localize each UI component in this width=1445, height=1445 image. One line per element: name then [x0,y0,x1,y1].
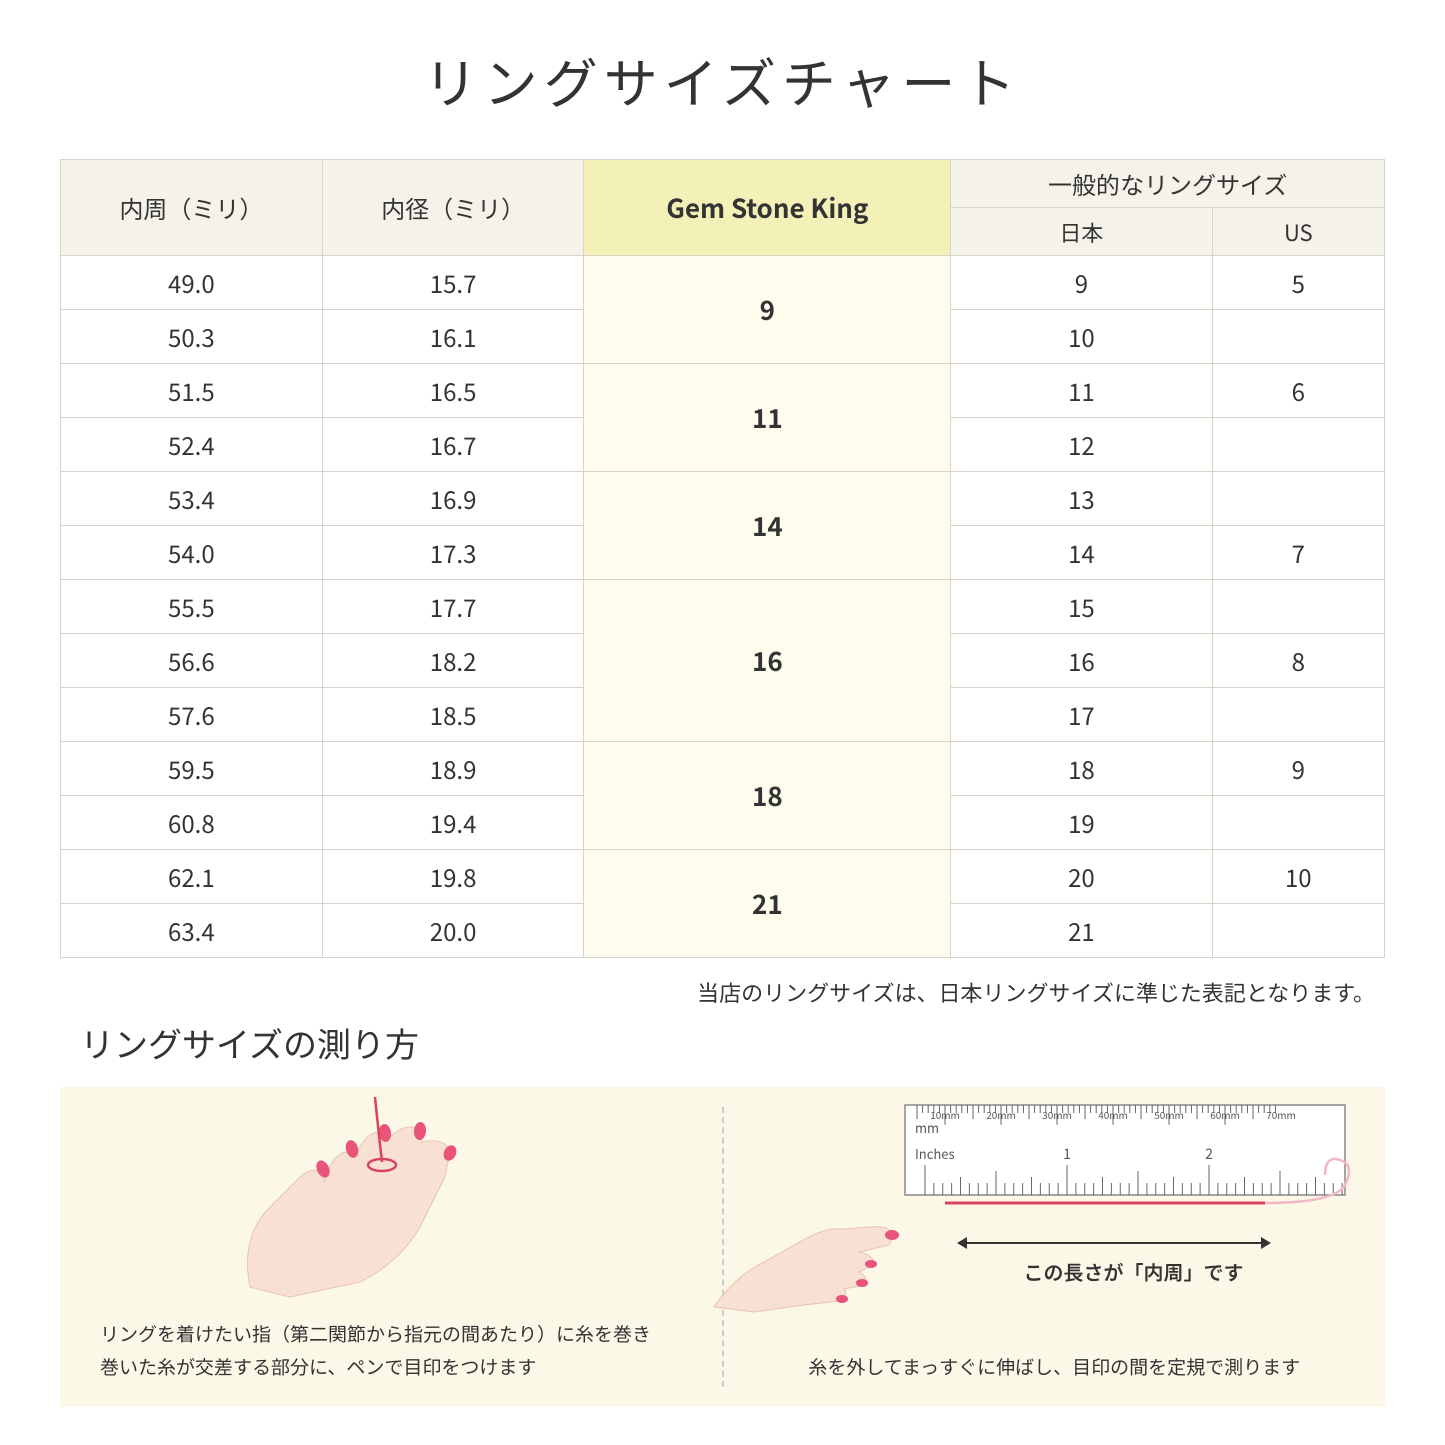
svg-text:1: 1 [1063,1144,1071,1164]
hand-illustration-right [714,1177,914,1317]
caption-right: 糸を外してまっすぐに伸ばし、目印の間を定規で測ります [764,1351,1346,1383]
cell-us [1212,472,1384,526]
cell-japan: 15 [951,580,1212,634]
cell-circumference: 53.4 [61,472,323,526]
cell-us [1212,796,1384,850]
table-row: 53.416.91413 [61,472,1385,526]
cell-japan: 9 [951,256,1212,310]
ruler-label-text: この長さが「内周」です [1024,1257,1244,1286]
col-circumference: 内周（ミリ） [61,160,323,256]
table-row: 62.119.8212010 [61,850,1385,904]
cell-circumference: 62.1 [61,850,323,904]
cell-diameter: 18.2 [322,634,584,688]
cell-diameter: 18.9 [322,742,584,796]
cell-circumference: 49.0 [61,256,323,310]
cell-diameter: 16.7 [322,418,584,472]
table-row: 51.516.511116 [61,364,1385,418]
col-brand: Gem Stone King [584,160,951,256]
cell-diameter: 17.7 [322,580,584,634]
cell-diameter: 19.8 [322,850,584,904]
cell-japan: 19 [951,796,1212,850]
cell-us: 9 [1212,742,1384,796]
cell-circumference: 54.0 [61,526,323,580]
cell-circumference: 52.4 [61,418,323,472]
cell-us: 10 [1212,850,1384,904]
page-title: リングサイズチャート [60,40,1385,119]
col-diameter: 内径（ミリ） [322,160,584,256]
cell-japan: 20 [951,850,1212,904]
col-general: 一般的なリングサイズ [951,160,1385,208]
col-us: US [1212,208,1384,256]
caption-left: リングを着けたい指（第二関節から指元の間あたり）に糸を巻き巻いた糸が交差する部分… [100,1318,682,1383]
cell-circumference: 55.5 [61,580,323,634]
cell-circumference: 51.5 [61,364,323,418]
cell-us: 5 [1212,256,1384,310]
svg-text:2: 2 [1205,1144,1213,1164]
cell-circumference: 60.8 [61,796,323,850]
cell-diameter: 17.3 [322,526,584,580]
measurement-arrow [959,1242,1269,1244]
cell-us: 7 [1212,526,1384,580]
cell-us: 6 [1212,364,1384,418]
subtitle: リングサイズの測り方 [80,1018,1385,1067]
panel-right: mm Inches 10mm20mm30mm40mm50mm60mm70mm 1… [724,1087,1386,1407]
cell-circumference: 57.6 [61,688,323,742]
ruler-illustration: mm Inches 10mm20mm30mm40mm50mm60mm70mm 1… [885,1095,1365,1215]
cell-us [1212,904,1384,958]
cell-japan: 18 [951,742,1212,796]
cell-japan: 11 [951,364,1212,418]
cell-diameter: 15.7 [322,256,584,310]
cell-diameter: 16.5 [322,364,584,418]
cell-brand-size: 21 [584,850,951,958]
cell-circumference: 59.5 [61,742,323,796]
cell-diameter: 19.4 [322,796,584,850]
cell-brand-size: 16 [584,580,951,742]
cell-circumference: 63.4 [61,904,323,958]
cell-circumference: 50.3 [61,310,323,364]
cell-us [1212,688,1384,742]
cell-diameter: 16.1 [322,310,584,364]
col-japan: 日本 [951,208,1212,256]
cell-diameter: 16.9 [322,472,584,526]
table-row: 55.517.71615 [61,580,1385,634]
cell-brand-size: 11 [584,364,951,472]
hand-illustration-left [210,1087,570,1307]
svg-text:Inches: Inches [915,1144,955,1163]
size-chart-table: 内周（ミリ） 内径（ミリ） Gem Stone King 一般的なリングサイズ … [60,159,1385,958]
instruction-area: リングを着けたい指（第二関節から指元の間あたり）に糸を巻き巻いた糸が交差する部分… [60,1087,1385,1407]
cell-us [1212,418,1384,472]
table-row: 59.518.918189 [61,742,1385,796]
cell-us [1212,580,1384,634]
cell-diameter: 20.0 [322,904,584,958]
cell-japan: 12 [951,418,1212,472]
svg-text:70mm: 70mm [1266,1107,1296,1122]
cell-us [1212,310,1384,364]
panel-left: リングを着けたい指（第二関節から指元の間あたり）に糸を巻き巻いた糸が交差する部分… [60,1087,722,1407]
cell-brand-size: 14 [584,472,951,580]
cell-japan: 21 [951,904,1212,958]
cell-japan: 16 [951,634,1212,688]
cell-brand-size: 18 [584,742,951,850]
note-text: 当店のリングサイズは、日本リングサイズに準じた表記となります。 [60,976,1385,1008]
cell-japan: 13 [951,472,1212,526]
cell-japan: 10 [951,310,1212,364]
cell-us: 8 [1212,634,1384,688]
cell-diameter: 18.5 [322,688,584,742]
cell-brand-size: 9 [584,256,951,364]
cell-japan: 14 [951,526,1212,580]
cell-circumference: 56.6 [61,634,323,688]
table-row: 49.015.7995 [61,256,1385,310]
cell-japan: 17 [951,688,1212,742]
